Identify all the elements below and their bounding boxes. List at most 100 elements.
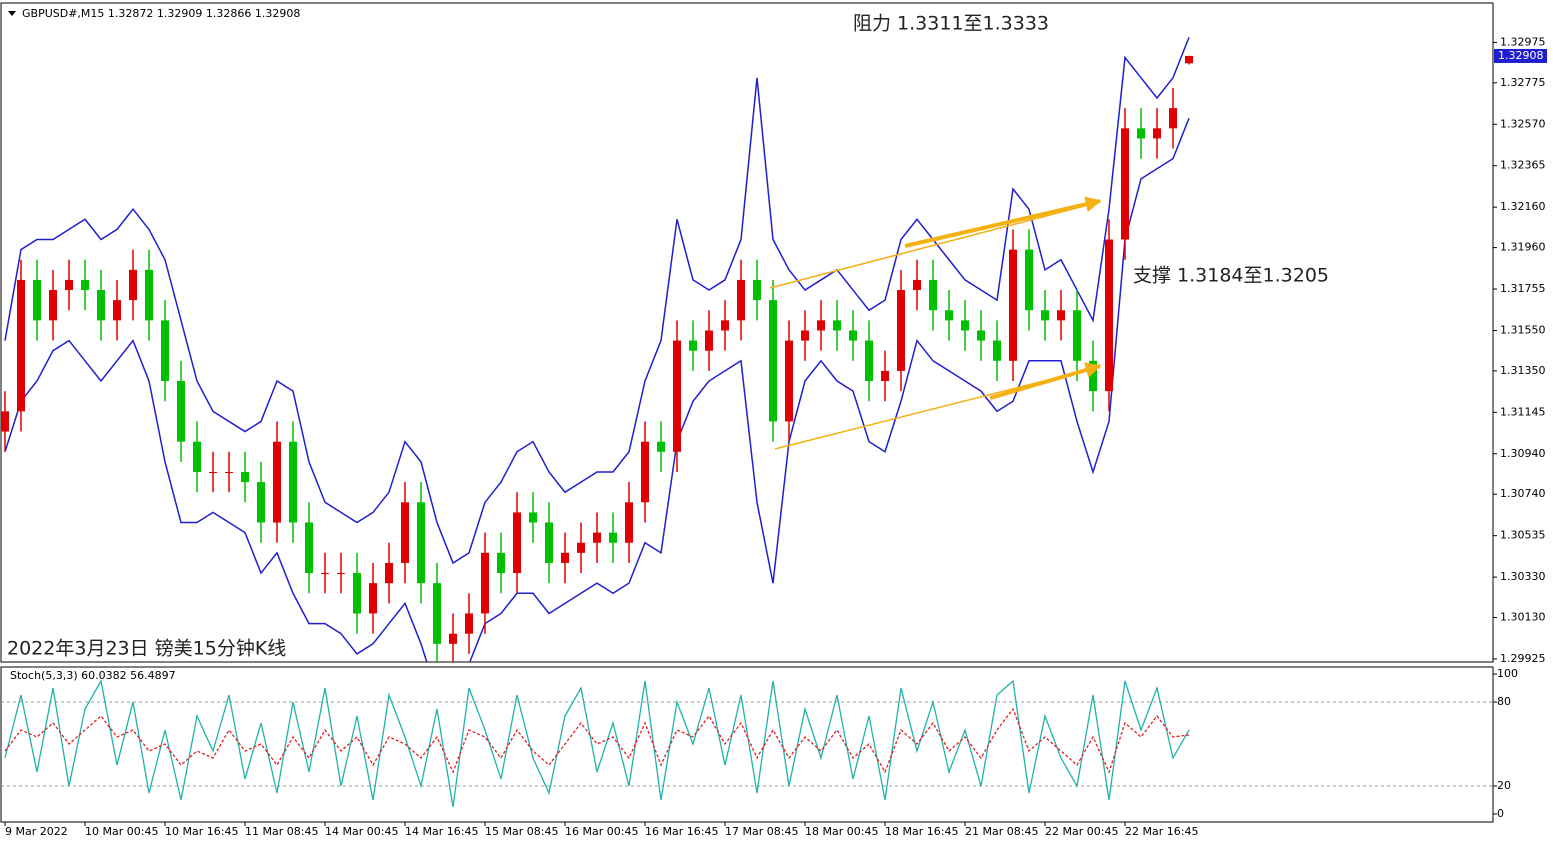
candle-body	[49, 290, 57, 321]
candle-body	[561, 552, 569, 563]
y-tick-label: 1.31350	[1500, 364, 1546, 377]
candle-body	[1, 411, 9, 432]
x-tick-label: 14 Mar 16:45	[405, 825, 478, 838]
candle-body	[513, 512, 521, 574]
x-tick-label: 16 Mar 00:45	[565, 825, 638, 838]
candle-body	[33, 279, 41, 321]
collapse-icon[interactable]	[8, 11, 16, 16]
candle-body	[449, 633, 457, 644]
candle-body	[193, 441, 201, 472]
candle-body	[1169, 108, 1177, 129]
y-tick-label: 1.31960	[1500, 241, 1546, 254]
candle-body	[81, 279, 89, 291]
candle-body	[1073, 310, 1081, 361]
candle-body	[721, 320, 729, 331]
bollinger-band	[4, 37, 1190, 565]
candle-body	[17, 279, 25, 412]
candle-body	[257, 482, 265, 523]
candle-body	[977, 330, 985, 341]
candle-body	[897, 290, 905, 371]
candle-body	[161, 320, 169, 382]
stoch-header: Stoch(5,3,3) 60.0382 56.4897	[10, 669, 176, 682]
candle-body	[849, 330, 857, 341]
y-tick-label: 1.31550	[1500, 323, 1546, 336]
trend-channel	[769, 196, 1102, 450]
candle-body	[657, 441, 665, 452]
candle-body	[785, 340, 793, 422]
y-tick-label: 20	[1497, 779, 1511, 792]
y-tick-label: 100	[1497, 667, 1518, 680]
symbol: GBPUSD#,M15	[22, 7, 104, 20]
price-tag	[1494, 48, 1547, 63]
x-tick-label: 11 Mar 08:45	[245, 825, 318, 838]
candle-body	[289, 441, 297, 523]
y-tick-label: 1.32160	[1500, 200, 1546, 213]
candle-body	[321, 573, 329, 575]
support-note: 支撑 1.3184至1.3205	[1133, 265, 1329, 287]
x-tick-label: 22 Mar 00:45	[1045, 825, 1118, 838]
main-panel	[0, 2, 1494, 663]
candle-body	[401, 502, 409, 563]
candle-body	[177, 381, 185, 442]
candle-body	[705, 330, 713, 351]
candle-body	[369, 583, 377, 614]
candle-body	[1185, 55, 1193, 64]
candle-body	[417, 502, 425, 584]
resistance-note: 阻力 1.3311至1.3333	[853, 13, 1049, 35]
price-tag-label: 1.32908	[1498, 49, 1544, 62]
candle-body	[305, 522, 313, 574]
x-tick-label: 18 Mar 16:45	[885, 825, 958, 838]
candle-body	[481, 552, 489, 614]
x-tick-label: 10 Mar 00:45	[85, 825, 158, 838]
x-tick-label: 14 Mar 00:45	[325, 825, 398, 838]
candle-body	[225, 471, 233, 473]
candle-body	[929, 279, 937, 311]
stoch-panel	[0, 666, 1494, 823]
candle-body	[689, 340, 697, 351]
y-tick-label: 80	[1497, 695, 1511, 708]
y-tick-label: 1.32975	[1500, 35, 1546, 48]
y-tick-label: 1.30940	[1500, 447, 1546, 460]
candle-body	[1137, 128, 1145, 139]
candle-body	[801, 330, 809, 341]
stoch-line	[4, 679, 1190, 808]
candle-body	[465, 613, 473, 634]
candle-body	[1057, 310, 1065, 321]
candle-body	[625, 502, 633, 543]
candle-body	[273, 441, 281, 523]
candle-body	[993, 340, 1001, 361]
candle-body	[497, 552, 505, 574]
candle-body	[1105, 239, 1113, 392]
candle-body	[1153, 128, 1161, 139]
candle-body	[353, 573, 361, 614]
candle-body	[1041, 310, 1049, 321]
candle-body	[97, 290, 105, 321]
y-tick-label: 1.31755	[1500, 282, 1546, 295]
stoch-plot	[1, 679, 1493, 808]
candle-body	[609, 532, 617, 543]
x-tick-label: 17 Mar 08:45	[725, 825, 798, 838]
candle-body	[833, 320, 841, 331]
candle-body	[1025, 249, 1033, 311]
candle-body	[1121, 128, 1129, 240]
y-tick-label: 1.32775	[1500, 76, 1546, 89]
close: 1.32908	[255, 7, 301, 20]
y-tick-label: 1.32570	[1500, 117, 1546, 130]
y-tick-label: 1.31145	[1500, 405, 1546, 418]
candle-body	[865, 340, 873, 382]
chart-caption: 2022年3月23日 镑美15分钟K线	[7, 638, 286, 660]
channel-arrow	[904, 196, 1102, 248]
candle-body	[209, 471, 217, 473]
y-tick-label: 1.32365	[1500, 159, 1546, 172]
candle-body	[673, 340, 681, 452]
x-tick-label: 9 Mar 2022	[5, 825, 68, 838]
candle-body	[529, 512, 537, 523]
candle-body	[817, 320, 825, 331]
candle-body	[545, 522, 553, 563]
open: 1.32872	[108, 7, 154, 20]
candle-body	[577, 542, 585, 553]
header: GBPUSD#,M15 1.32872 1.32909 1.32866 1.32…	[22, 7, 300, 20]
y-tick-label: 0	[1497, 807, 1504, 820]
